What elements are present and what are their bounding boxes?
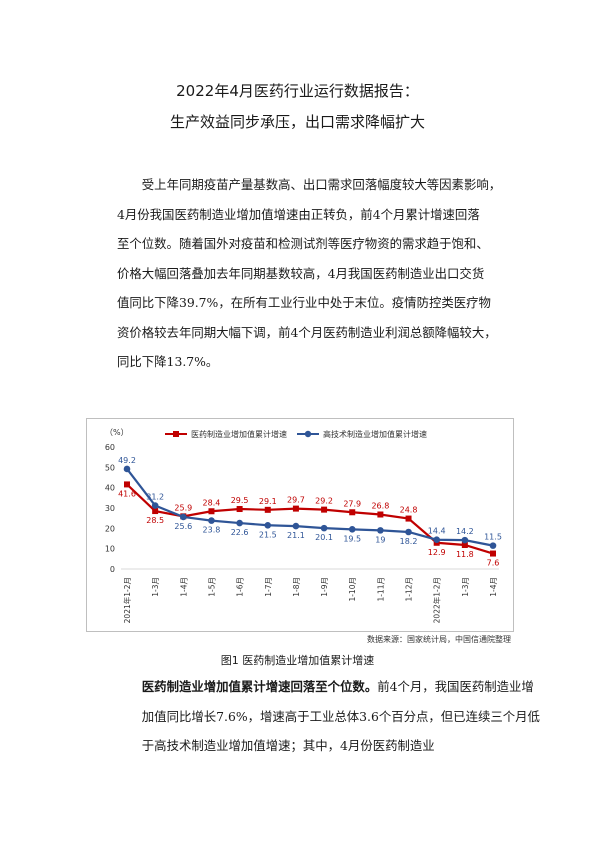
intro-line-1: 受上年同期疫苗产量基数高、出口需求回落幅度较大等因素影响， [141,177,502,192]
data-point [151,502,159,509]
data-point [124,481,130,488]
y-tick-label: 10 [105,545,115,554]
x-tick-label: 1-10月 [348,577,357,602]
data-label: 27.9 [343,499,361,508]
data-label: 11.5 [484,533,502,542]
data-label: 29.2 [315,497,333,506]
data-label: 21.1 [287,531,305,540]
data-point [152,508,159,515]
data-point [264,506,271,513]
x-tick-label: 1-9月 [320,577,329,597]
intro-line-2: 4月份我国医药制造业增加值增速由正转负，前4个月累计增速回落 [117,206,480,222]
data-label: 31.2 [146,493,164,502]
intro-paragraph: 受上年同期疫苗产量基数高、出口需求回落幅度较大等因素影响， 4月份我国医药制造业… [117,170,519,377]
y-axis-unit-label: （%） [105,428,129,437]
data-label: 23.8 [203,526,221,535]
y-tick-label: 40 [105,484,115,493]
x-tick-label: 1-3月 [151,577,160,597]
data-label: 24.8 [400,506,418,515]
data-point [348,526,356,533]
intro-line-3: 至个位数。随着国外对疫苗和检测试剂等医疗物资的需求趋于饱和、 [117,236,489,251]
data-label: 19.5 [343,534,361,543]
data-label: 19 [375,535,385,544]
y-tick-label: 30 [105,504,115,513]
data-point [349,509,356,516]
data-label: 29.7 [287,496,305,505]
figure-caption: 图1 医药制造业增加值累计增速 [220,654,375,667]
x-tick-label: 1-4月 [489,577,498,597]
data-label: 14.2 [456,527,474,536]
data-point [321,506,328,513]
data-point [264,521,272,529]
x-tick-label: 1-5月 [207,577,216,597]
data-point [180,513,187,521]
data-label: 28.5 [146,516,164,525]
data-point [377,527,384,534]
x-tick-label: 1-7月 [264,577,273,597]
data-point [461,536,469,544]
data-point [236,519,243,527]
data-point [292,522,300,530]
x-tick-label: 2021年1-2月 [122,577,132,623]
data-label: 18.2 [400,537,418,546]
intro-line-4: 价格大幅回落叠加去年同期基数较高，4月我国医药制造业出口交货 [117,265,485,281]
data-label: 21.5 [259,530,277,539]
x-tick-label: 1-11月 [376,577,385,602]
chart-frame: （%） 0 10 20 30 40 50 60 2021年1-2月 1-3月 1-4月 1-5月 1-… [86,418,514,632]
x-tick-label: 1-3月 [461,577,470,597]
x-tick-label: 1-12月 [405,577,414,602]
report-title: 2022年4月医药行业运行数据报告： [176,82,419,100]
data-label: 14.4 [428,527,446,536]
body-paragraph: 医药制造业增加值累计增速回落至个位数。前4个月，我国医药制造业增加值同比增长7.… [117,672,544,761]
series-line [126,468,494,547]
y-tick-label: 0 [110,565,115,574]
data-point [236,506,243,513]
x-tick-label: 2022年1-2月 [432,577,442,623]
data-label: 7.6 [487,559,500,568]
x-tick-label: 1-8月 [292,577,301,597]
intro-line-5: 值同比下降39.7%，在所有工业行业中处于末位。疫情防控类医疗物 [117,295,491,310]
data-point [320,524,328,532]
data-label: 12.9 [428,548,446,557]
data-label: 20.1 [315,533,333,542]
intro-line-6: 资价格较去年同期大幅下调，前4个月医药制造业利润总额降幅较大， [117,324,497,340]
data-point [208,508,215,515]
legend-label: 高技术制造业增加值累计增速 [323,429,427,439]
legend-label: 医药制造业增加值累计增速 [191,429,287,439]
data-point [123,465,131,473]
paragraph-lead: 医药制造业增加值累计增速回落至个位数。 [141,679,378,694]
data-label: 22.6 [231,528,249,537]
data-source: 数据来源：国家统计局，中国信通院整理 [367,635,511,644]
intro-line-7: 同比下降13.7%。 [117,354,219,369]
data-point [208,517,215,524]
data-point [377,511,384,518]
y-tick-label: 20 [105,524,115,533]
data-label: 25.9 [174,503,192,512]
data-label: 11.8 [456,550,474,559]
data-point [489,542,497,549]
data-point [405,528,412,536]
data-point [433,536,440,544]
x-tick-label: 1-6月 [236,577,245,597]
y-tick-label: 50 [105,463,115,472]
growth-line-chart: （%） 0 10 20 30 40 50 60 2021年1-2月 1-3月 1-4月 1-5月 1-… [105,428,502,623]
y-tick-label: 60 [105,443,115,452]
data-point [405,515,412,522]
data-label: 41.6 [118,489,136,498]
data-label: 26.8 [371,502,389,511]
data-label: 25.6 [174,522,192,531]
data-label: 29.5 [231,496,249,505]
data-label: 28.4 [203,498,221,507]
paragraph-text: 前4个月，我国医药制造业增加值同比增长7.6%，增速高于工业总体3.6个百分点，… [141,679,540,753]
data-point [490,550,496,557]
report-subtitle: 生产效益同步承压，出口需求降幅扩大 [169,113,425,131]
x-tick-label: 1-4月 [179,577,188,597]
data-label: 29.1 [259,497,277,506]
data-point [461,542,468,549]
legend-marker [173,431,179,437]
data-point [292,505,299,512]
legend-marker [304,430,312,438]
data-label: 49.2 [118,456,136,465]
